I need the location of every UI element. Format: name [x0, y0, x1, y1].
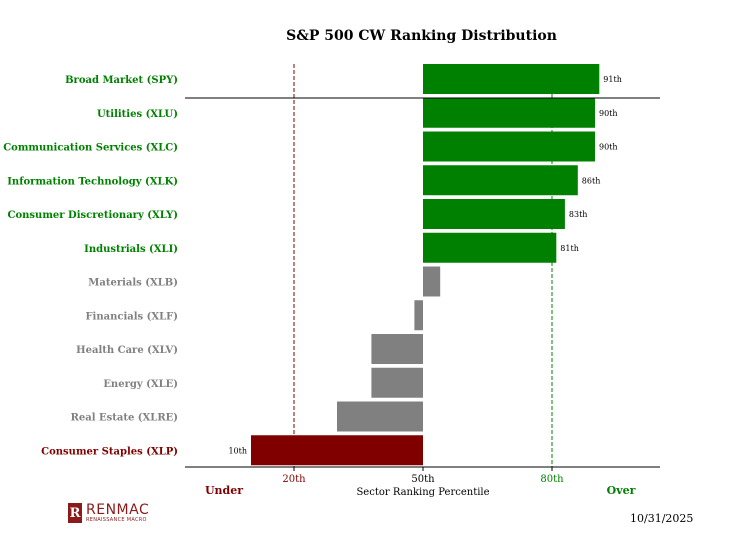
category-label: Materials (XLB): [88, 278, 178, 289]
data-label: 86th: [582, 176, 601, 185]
bar: [423, 165, 578, 196]
bar: [423, 64, 600, 94]
category-label: Real Estate (XLRE): [71, 413, 178, 424]
over-label: Over: [607, 484, 636, 497]
bar: [414, 300, 423, 331]
category-label: Information Technology (XLK): [7, 176, 178, 187]
category-label: Financials (XLF): [85, 311, 178, 322]
bar: [337, 401, 423, 432]
category-label: Health Care (XLV): [76, 345, 178, 356]
report-date: 10/31/2025: [630, 512, 694, 525]
data-label: 90th: [599, 143, 618, 152]
chart-title: S&P 500 CW Ranking Distribution: [286, 28, 557, 44]
renmac-logo: R RENMAC RENAISSANCE MACRO: [68, 502, 149, 524]
bar: [423, 199, 565, 229]
data-label: 10th: [228, 446, 247, 455]
bar: [423, 266, 441, 297]
category-label: Consumer Discretionary (XLY): [8, 210, 178, 221]
category-label: Utilities (XLU): [97, 109, 178, 120]
data-label: 91th: [603, 75, 622, 84]
bar: [423, 131, 595, 162]
x-tick-label: 80th: [540, 474, 564, 485]
data-label: 90th: [599, 109, 618, 118]
bar: [423, 97, 595, 128]
category-label: Broad Market (SPY): [65, 75, 178, 86]
bar: [423, 232, 557, 263]
x-tick-label: 20th: [282, 474, 306, 485]
logo-name: RENMAC: [86, 502, 150, 518]
bar: [371, 367, 423, 398]
category-label: Consumer Staples (XLP): [41, 446, 178, 457]
logo-mark-icon: R: [68, 503, 82, 523]
under-label: Under: [205, 484, 243, 497]
x-axis-title: Sector Ranking Percentile: [356, 487, 489, 498]
data-label: 81th: [560, 244, 579, 253]
bar: [251, 435, 423, 466]
x-tick-label: 50th: [411, 474, 435, 485]
category-label: Energy (XLE): [103, 379, 178, 390]
bar: [371, 334, 423, 364]
category-label: Communication Services (XLC): [3, 143, 178, 154]
category-label: Industrials (XLI): [84, 244, 178, 255]
data-label: 83th: [569, 210, 588, 219]
logo-subtitle: RENAISSANCE MACRO: [86, 517, 147, 523]
